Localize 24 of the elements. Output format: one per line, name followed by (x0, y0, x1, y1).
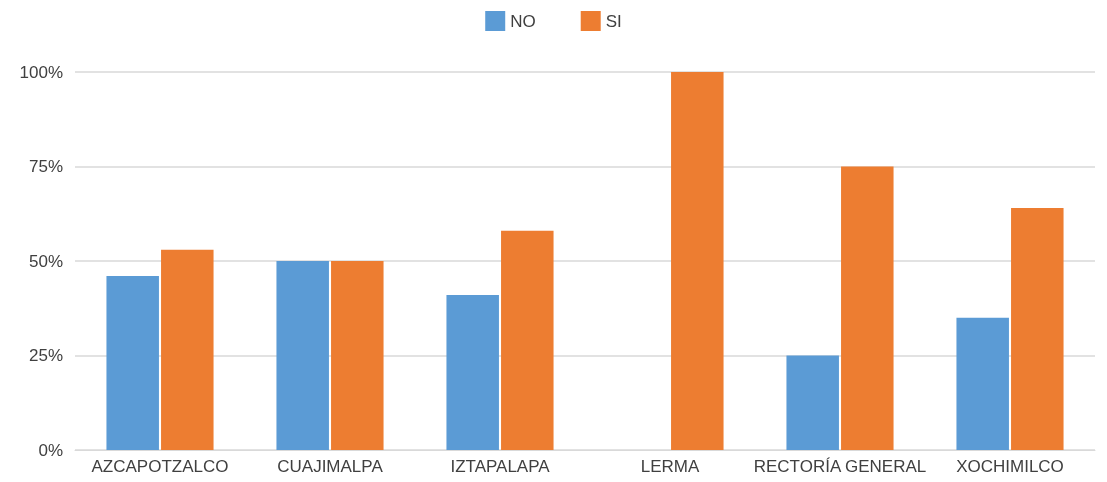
bar (671, 72, 724, 450)
bar (331, 261, 384, 450)
x-tick-label: CUAJIMALPA (277, 457, 384, 476)
bar (106, 276, 159, 450)
y-tick-label: 75% (28, 157, 63, 176)
bar (956, 317, 1009, 450)
bar (446, 295, 499, 450)
x-tick-label: IZTAPALAPA (450, 457, 551, 476)
y-tick-label: 100% (19, 62, 63, 82)
bar (501, 230, 554, 450)
y-tick-label: 25% (28, 346, 63, 365)
x-tick-label: XOCHIMILCO (956, 457, 1064, 476)
bar (841, 166, 894, 450)
bar (276, 261, 329, 450)
bar (161, 249, 214, 450)
x-tick-label: LERMA (640, 457, 700, 476)
y-tick-label: 50% (28, 251, 63, 271)
x-tick-label: RECTORÍA GENERAL (753, 457, 927, 476)
legend-label: NO (510, 11, 536, 31)
y-tick-label: 0% (38, 440, 63, 460)
bar (786, 355, 839, 450)
bar (1011, 208, 1064, 450)
legend-label: SI (605, 11, 622, 31)
x-tick-label: AZCAPOTZALCO (91, 457, 229, 476)
